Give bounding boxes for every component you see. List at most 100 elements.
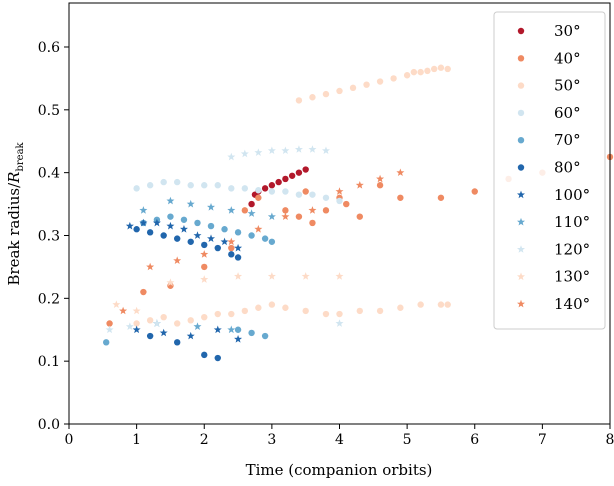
data-point [322,310,330,318]
data-point [133,320,140,327]
series-130-deg [112,272,344,315]
data-point [335,319,344,327]
data-point [241,307,249,315]
legend-marker [517,245,525,253]
data-point [166,221,175,230]
data-point [355,181,364,189]
data-point [207,234,216,243]
legend-marker [517,217,525,226]
data-point [194,219,201,227]
data-point [112,300,121,309]
data-point [132,306,141,315]
data-point [248,329,255,337]
data-point [335,272,344,280]
data-point [309,94,316,101]
legend-label: 110° [554,213,590,231]
x-tick-label: 2 [200,432,209,448]
data-point [403,72,411,79]
data-point [397,304,404,311]
y-axis-label-italic: R [5,172,23,184]
data-point [295,97,303,104]
data-point [174,178,181,186]
data-point [214,182,221,189]
data-point [133,185,140,192]
data-point [349,84,357,92]
data-point [227,325,236,334]
data-point [146,332,154,340]
data-point [119,306,128,315]
data-point [160,232,167,239]
data-point [240,149,249,158]
series-30-deg [248,166,309,208]
data-point [173,256,182,265]
data-point [302,166,309,173]
legend-marker [517,82,525,89]
data-point [140,288,147,296]
data-point [201,351,208,359]
y-axis-label: Break radius/Rbreak [5,141,26,285]
data-point [282,175,289,183]
data-point [248,232,255,239]
data-point [390,75,397,82]
data-point [309,219,316,227]
data-point [267,272,276,280]
data-point [152,218,161,227]
data-point [302,188,309,195]
data-point [248,200,255,208]
data-point [152,319,161,327]
data-point [335,187,344,195]
data-point [294,145,303,153]
x-ticks: 0 1 2 3 4 5 6 7 8 [65,424,614,448]
data-point [281,212,290,221]
data-point [174,235,181,242]
data-point [343,200,350,208]
data-point [234,334,243,343]
legend-label: 50° [554,77,581,95]
legend-label: 100° [554,186,590,204]
data-point [254,225,263,233]
data-point [437,64,445,71]
data-point [201,241,208,249]
data-point [186,331,195,340]
data-point [105,325,114,334]
data-point [213,325,222,334]
legend-marker [517,299,525,308]
legend-label: 140° [554,295,590,313]
data-point [201,263,208,271]
data-point [336,310,343,318]
series-140-deg [119,168,405,315]
series-80-deg [133,226,242,362]
data-point [207,222,215,230]
series-60-deg [133,178,343,205]
y-tick-label: 0.5 [38,103,60,119]
data-point [200,250,209,258]
data-point [166,278,175,287]
data-point [424,67,431,75]
legend-label: 120° [554,240,590,258]
data-point [437,301,445,308]
legend-marker [517,137,525,144]
data-point [139,218,148,227]
data-point [228,185,235,192]
data-point [133,226,140,233]
data-point [146,262,155,271]
data-point [309,191,316,198]
data-point [268,301,276,308]
legend-label: 30° [554,22,581,40]
legend-marker [517,190,525,199]
data-point [227,206,236,214]
data-point [193,231,202,239]
data-point [282,304,289,311]
data-point [234,326,242,333]
data-point [376,174,385,183]
data-point [214,244,221,252]
data-point [268,182,276,189]
data-point [180,216,188,223]
data-point [125,322,134,330]
data-point [247,209,256,217]
data-point [261,332,269,340]
legend-label: 80° [554,159,581,177]
series-110-deg [139,196,276,334]
data-point [396,168,405,177]
x-axis-label: Time (companion orbits) [246,461,433,479]
